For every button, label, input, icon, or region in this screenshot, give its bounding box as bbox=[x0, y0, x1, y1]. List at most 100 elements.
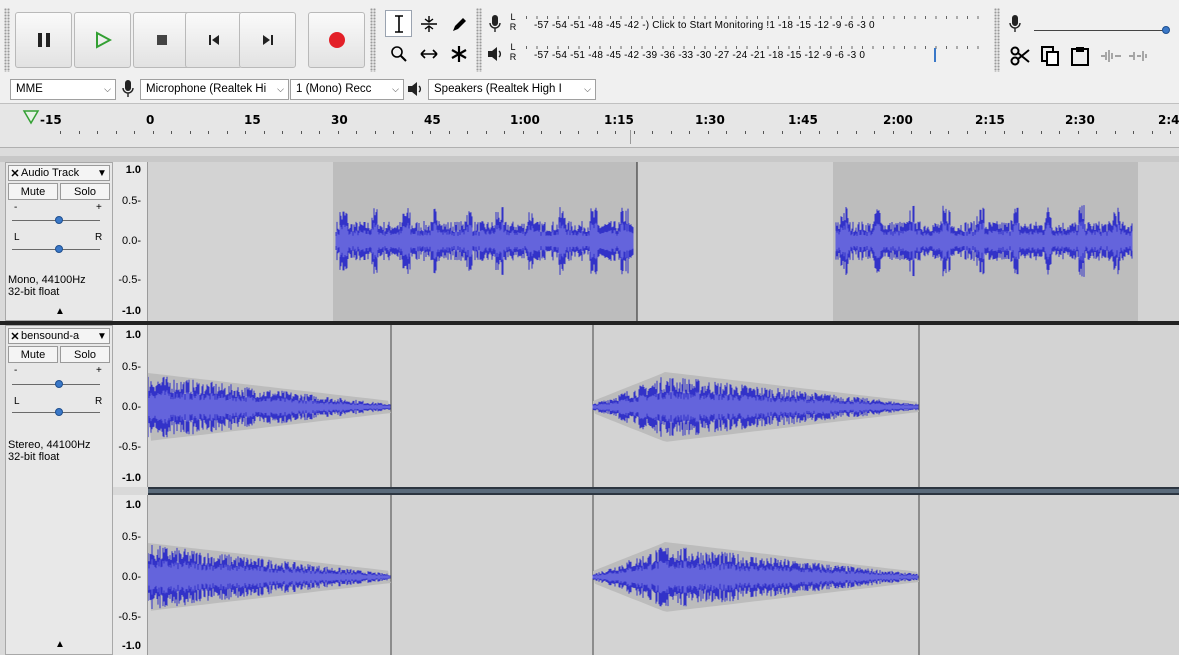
left-channel-waveform[interactable] bbox=[148, 325, 1179, 487]
play-icon bbox=[95, 31, 112, 49]
ruler-tick bbox=[282, 131, 283, 134]
timeline-ruler[interactable]: -15 0 15 30 45 1:00 1:15 1:30 1:45 2:00 … bbox=[0, 104, 1179, 148]
record-icon bbox=[328, 32, 345, 48]
ruler-tick bbox=[134, 131, 135, 134]
amplitude-ruler-left[interactable]: 1.0 0.5- 0.0- -0.5- -1.0 bbox=[113, 325, 148, 487]
mute-button[interactable]: Mute bbox=[8, 183, 58, 200]
trim-audio-icon bbox=[1101, 49, 1121, 62]
close-icon[interactable]: ✕ bbox=[10, 167, 20, 180]
ruler-tick bbox=[97, 131, 98, 134]
ruler-label: 0 bbox=[146, 113, 155, 127]
recording-channels-select[interactable]: 1 (Mono) Recc ⌵ bbox=[290, 78, 404, 100]
amplitude-ruler-right[interactable]: 1.0 0.5- 0.0- -0.5- -1.0 bbox=[113, 495, 148, 655]
paste-button[interactable] bbox=[1066, 42, 1094, 69]
playback-device-select[interactable]: Speakers (Realtek High I ⌵ bbox=[428, 78, 596, 100]
ruler-tick bbox=[745, 131, 746, 134]
ruler-tick bbox=[615, 131, 616, 134]
playback-meter[interactable]: L R -57 -54 -51 -48 -45 -42 -39 -36 -33 … bbox=[506, 38, 988, 66]
zoom-tool[interactable] bbox=[385, 40, 412, 67]
triangle-up-icon: ▲ bbox=[55, 638, 65, 650]
track-info: Stereo, 44100Hz 32-bit float bbox=[8, 439, 91, 463]
envelope-tool[interactable] bbox=[415, 10, 442, 37]
track-name-button[interactable]: ✕ Audio Track ▼ bbox=[8, 165, 110, 181]
scale-label: 1.0 bbox=[125, 164, 141, 176]
mute-label: Mute bbox=[20, 185, 46, 198]
ruler-tick bbox=[948, 131, 949, 134]
silence-button[interactable] bbox=[1126, 42, 1152, 69]
pause-button[interactable] bbox=[15, 12, 72, 68]
ruler-tick bbox=[763, 131, 764, 134]
waveform-rms bbox=[835, 221, 1133, 261]
stop-button[interactable] bbox=[133, 12, 190, 68]
ruler-tick bbox=[837, 131, 838, 134]
amplitude-ruler[interactable]: 1.0 0.5- 0.0- -0.5- -1.0 bbox=[113, 162, 148, 321]
close-icon[interactable]: ✕ bbox=[10, 330, 20, 343]
peak-hold-marker bbox=[934, 48, 936, 62]
toolbar-grip[interactable] bbox=[4, 8, 10, 72]
recording-volume-thumb[interactable] bbox=[1162, 26, 1170, 34]
toolbar-grip[interactable] bbox=[994, 8, 1000, 72]
play-button[interactable] bbox=[74, 12, 131, 68]
solo-button[interactable]: Solo bbox=[60, 346, 110, 363]
ruler-tick bbox=[190, 131, 191, 134]
pan-slider-thumb[interactable] bbox=[55, 408, 63, 416]
ruler-tick bbox=[171, 131, 172, 134]
skip-to-end-button[interactable] bbox=[239, 12, 296, 68]
scale-label: -0.5- bbox=[118, 441, 141, 453]
pause-icon bbox=[37, 33, 50, 47]
gain-minus-label: - bbox=[14, 202, 18, 213]
waveform-rms bbox=[592, 560, 919, 594]
record-button[interactable] bbox=[308, 12, 365, 68]
collapse-track-button[interactable]: ▲ bbox=[8, 304, 112, 318]
ruler-tick bbox=[1022, 131, 1023, 134]
ruler-tick bbox=[430, 131, 431, 134]
right-channel-waveform[interactable] bbox=[148, 495, 1179, 655]
scale-label: 0.5- bbox=[122, 361, 141, 373]
selection-tool[interactable] bbox=[385, 10, 412, 37]
track-name-button[interactable]: ✕ bensound-a ▼ bbox=[8, 328, 110, 344]
cut-button[interactable] bbox=[1006, 42, 1034, 69]
ruler-tick bbox=[393, 131, 394, 134]
ruler-tick bbox=[856, 131, 857, 134]
trim-button[interactable] bbox=[1098, 42, 1124, 69]
track-format: Stereo, 44100Hz bbox=[8, 439, 91, 451]
toolbar-grip[interactable] bbox=[370, 8, 376, 72]
track-waveform-area[interactable] bbox=[148, 162, 1179, 321]
chevron-down-icon: ⌵ bbox=[584, 83, 591, 94]
track-separator[interactable] bbox=[0, 321, 1179, 325]
ruler-tick bbox=[245, 131, 246, 134]
skip-to-start-button[interactable] bbox=[185, 12, 242, 68]
gain-slider-thumb[interactable] bbox=[55, 380, 63, 388]
toolbar-area: L R -57 -54 -51 -48 -45 -42 -) Click to … bbox=[0, 0, 1179, 104]
mute-button[interactable]: Mute bbox=[8, 346, 58, 363]
caret-down-icon: ▼ bbox=[97, 167, 107, 179]
host-select[interactable]: MME ⌵ bbox=[10, 78, 116, 100]
gain-slider-thumb[interactable] bbox=[55, 216, 63, 224]
track-name: Audio Track bbox=[21, 167, 80, 179]
ruler-label: 1:15 bbox=[604, 113, 634, 127]
mute-label: Mute bbox=[20, 348, 46, 361]
toolbar-grip[interactable] bbox=[476, 8, 482, 72]
record-meter[interactable]: L R -57 -54 -51 -48 -45 -42 -) Click to … bbox=[506, 8, 988, 36]
gain-plus-label: + bbox=[96, 365, 102, 376]
copy-button[interactable] bbox=[1036, 42, 1064, 69]
ruler-label: 1:00 bbox=[510, 113, 540, 127]
recording-volume-slider[interactable] bbox=[1034, 30, 1169, 31]
pan-slider-thumb[interactable] bbox=[55, 245, 63, 253]
ruler-tick bbox=[874, 131, 875, 134]
ruler-tick bbox=[208, 131, 209, 134]
play-head-triangle-icon[interactable] bbox=[22, 109, 40, 125]
playback-device-value: Speakers (Realtek High I bbox=[434, 83, 562, 95]
solo-button[interactable]: Solo bbox=[60, 183, 110, 200]
recording-device-select[interactable]: Microphone (Realtek Hi ⌵ bbox=[140, 78, 289, 100]
playback-meter-channels: L R bbox=[506, 42, 520, 62]
record-meter-button[interactable] bbox=[484, 10, 506, 37]
playback-meter-button[interactable] bbox=[484, 40, 506, 67]
draw-tool[interactable] bbox=[445, 10, 472, 37]
speaker-icon bbox=[488, 46, 501, 61]
time-shift-tool[interactable] bbox=[415, 40, 442, 67]
ruler-tick bbox=[356, 131, 357, 134]
multi-tool[interactable] bbox=[445, 40, 472, 67]
recording-volume-icon-wrap bbox=[1004, 10, 1026, 37]
collapse-track-button[interactable]: ▲ bbox=[8, 637, 112, 651]
